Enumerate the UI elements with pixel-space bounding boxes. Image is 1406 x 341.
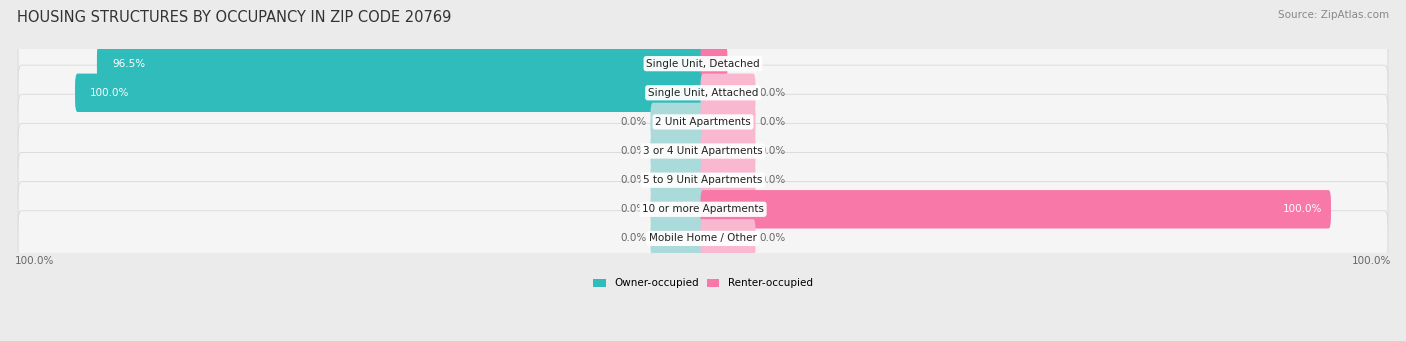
Text: 0.0%: 0.0%: [620, 146, 647, 156]
Text: 100.0%: 100.0%: [90, 88, 129, 98]
Text: 5 to 9 Unit Apartments: 5 to 9 Unit Apartments: [644, 175, 762, 185]
Text: 96.5%: 96.5%: [112, 59, 145, 69]
Text: 0.0%: 0.0%: [759, 234, 786, 243]
FancyBboxPatch shape: [18, 36, 1388, 91]
Text: 0.0%: 0.0%: [620, 234, 647, 243]
Text: 3.5%: 3.5%: [734, 59, 761, 69]
Text: Single Unit, Attached: Single Unit, Attached: [648, 88, 758, 98]
FancyBboxPatch shape: [700, 190, 1331, 228]
Text: 0.0%: 0.0%: [759, 175, 786, 185]
Text: Single Unit, Detached: Single Unit, Detached: [647, 59, 759, 69]
FancyBboxPatch shape: [651, 161, 706, 199]
FancyBboxPatch shape: [651, 103, 706, 141]
Text: Source: ZipAtlas.com: Source: ZipAtlas.com: [1278, 10, 1389, 20]
FancyBboxPatch shape: [18, 123, 1388, 179]
FancyBboxPatch shape: [651, 219, 706, 258]
FancyBboxPatch shape: [18, 182, 1388, 237]
FancyBboxPatch shape: [700, 103, 755, 141]
Text: 3 or 4 Unit Apartments: 3 or 4 Unit Apartments: [643, 146, 763, 156]
Text: 0.0%: 0.0%: [759, 88, 786, 98]
Legend: Owner-occupied, Renter-occupied: Owner-occupied, Renter-occupied: [589, 274, 817, 293]
Text: 0.0%: 0.0%: [759, 146, 786, 156]
FancyBboxPatch shape: [700, 161, 755, 199]
FancyBboxPatch shape: [18, 211, 1388, 266]
FancyBboxPatch shape: [18, 152, 1388, 208]
Text: 100.0%: 100.0%: [1282, 204, 1322, 214]
Text: 0.0%: 0.0%: [620, 204, 647, 214]
Text: 100.0%: 100.0%: [15, 256, 55, 266]
FancyBboxPatch shape: [18, 94, 1388, 150]
FancyBboxPatch shape: [651, 132, 706, 170]
Text: 0.0%: 0.0%: [759, 117, 786, 127]
Text: 0.0%: 0.0%: [620, 117, 647, 127]
Text: 0.0%: 0.0%: [620, 175, 647, 185]
FancyBboxPatch shape: [700, 219, 755, 258]
Text: Mobile Home / Other: Mobile Home / Other: [650, 234, 756, 243]
FancyBboxPatch shape: [700, 132, 755, 170]
Text: 10 or more Apartments: 10 or more Apartments: [643, 204, 763, 214]
FancyBboxPatch shape: [651, 190, 706, 228]
Text: HOUSING STRUCTURES BY OCCUPANCY IN ZIP CODE 20769: HOUSING STRUCTURES BY OCCUPANCY IN ZIP C…: [17, 10, 451, 25]
FancyBboxPatch shape: [97, 44, 706, 83]
FancyBboxPatch shape: [700, 44, 727, 83]
Text: 100.0%: 100.0%: [1351, 256, 1391, 266]
Text: 2 Unit Apartments: 2 Unit Apartments: [655, 117, 751, 127]
FancyBboxPatch shape: [75, 74, 706, 112]
FancyBboxPatch shape: [700, 74, 755, 112]
FancyBboxPatch shape: [18, 65, 1388, 120]
